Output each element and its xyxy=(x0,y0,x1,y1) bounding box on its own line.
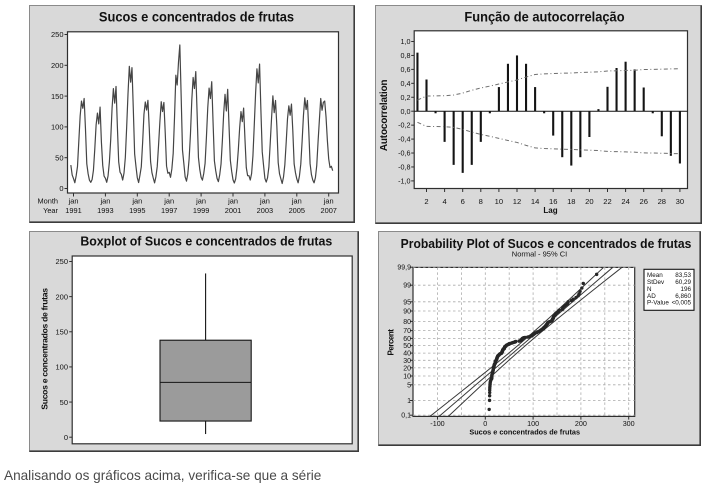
svg-text:Sucos e concentrados de frutas: Sucos e concentrados de frutas xyxy=(40,288,50,410)
svg-text:50: 50 xyxy=(55,153,63,162)
svg-text:0,8: 0,8 xyxy=(400,51,410,60)
svg-text:20: 20 xyxy=(585,197,593,206)
svg-text:Função de autocorrelação: Função de autocorrelação xyxy=(464,9,624,24)
svg-text:AD: AD xyxy=(647,293,656,300)
svg-text:0,4: 0,4 xyxy=(400,79,410,88)
svg-text:-100: -100 xyxy=(430,419,444,428)
svg-text:150: 150 xyxy=(51,92,64,101)
svg-text:250: 250 xyxy=(55,257,68,266)
svg-text:-0,6: -0,6 xyxy=(398,149,410,158)
svg-text:0,0: 0,0 xyxy=(400,107,410,116)
svg-text:1993: 1993 xyxy=(97,206,113,215)
svg-text:100: 100 xyxy=(527,419,539,428)
svg-text:Sucos e concentrados de frutas: Sucos e concentrados de frutas xyxy=(99,9,294,24)
svg-text:50: 50 xyxy=(403,343,411,350)
svg-text:200: 200 xyxy=(51,61,64,70)
svg-text:Mean: Mean xyxy=(647,272,663,279)
svg-text:2005: 2005 xyxy=(289,206,305,215)
svg-text:1991: 1991 xyxy=(65,206,81,215)
svg-text:0: 0 xyxy=(59,184,63,193)
svg-text:2001: 2001 xyxy=(225,206,241,215)
svg-text:200: 200 xyxy=(55,292,68,301)
svg-text:60,29: 60,29 xyxy=(675,279,691,286)
svg-text:jan: jan xyxy=(227,197,238,206)
svg-text:99: 99 xyxy=(403,283,411,290)
svg-text:200: 200 xyxy=(574,419,586,428)
svg-text:Sucos e concentrados de frutas: Sucos e concentrados de frutas xyxy=(469,427,580,436)
svg-text:N: N xyxy=(647,286,652,293)
svg-text:4: 4 xyxy=(442,197,446,206)
svg-text:jan: jan xyxy=(99,197,110,206)
svg-text:jan: jan xyxy=(323,197,334,206)
svg-text:0,1: 0,1 xyxy=(401,413,411,420)
svg-text:16: 16 xyxy=(548,197,556,206)
svg-text:Boxplot of Sucos e concentrado: Boxplot of Sucos e concentrados de fruta… xyxy=(80,233,332,249)
svg-text:Autocorrelation: Autocorrelation xyxy=(378,80,389,152)
svg-text:0: 0 xyxy=(483,419,487,428)
svg-text:24: 24 xyxy=(621,197,629,206)
svg-text:Lag: Lag xyxy=(543,206,557,215)
svg-text:60: 60 xyxy=(403,336,411,343)
svg-text:196: 196 xyxy=(680,286,691,293)
svg-text:26: 26 xyxy=(639,197,647,206)
svg-text:P-Value: P-Value xyxy=(647,300,669,307)
svg-text:Year: Year xyxy=(43,206,58,215)
svg-text:-0,4: -0,4 xyxy=(398,135,410,144)
svg-text:10: 10 xyxy=(403,374,411,381)
svg-text:<0,005: <0,005 xyxy=(671,300,691,307)
svg-text:40: 40 xyxy=(403,351,411,358)
svg-text:jan: jan xyxy=(259,197,270,206)
svg-text:30: 30 xyxy=(403,358,411,365)
svg-text:250: 250 xyxy=(51,30,64,39)
svg-text:20: 20 xyxy=(403,365,411,372)
svg-text:jan: jan xyxy=(163,197,174,206)
svg-text:jan: jan xyxy=(195,197,206,206)
svg-text:2: 2 xyxy=(424,197,428,206)
svg-text:1999: 1999 xyxy=(193,206,209,215)
svg-text:Normal - 95% CI: Normal - 95% CI xyxy=(511,250,566,259)
svg-text:jan: jan xyxy=(131,197,142,206)
svg-text:83,53: 83,53 xyxy=(675,272,691,279)
svg-text:2007: 2007 xyxy=(320,206,336,215)
svg-text:jan: jan xyxy=(68,197,79,206)
svg-text:1995: 1995 xyxy=(129,206,145,215)
svg-text:jan: jan xyxy=(291,197,302,206)
svg-text:-1,0: -1,0 xyxy=(398,177,410,186)
svg-text:150: 150 xyxy=(55,327,68,336)
svg-text:90: 90 xyxy=(403,309,411,316)
svg-text:18: 18 xyxy=(567,197,575,206)
svg-text:70: 70 xyxy=(403,328,411,335)
svg-text:2003: 2003 xyxy=(257,206,273,215)
svg-text:22: 22 xyxy=(603,197,611,206)
svg-text:8: 8 xyxy=(478,197,482,206)
svg-text:100: 100 xyxy=(51,123,64,132)
svg-text:28: 28 xyxy=(657,197,665,206)
svg-text:80: 80 xyxy=(403,319,411,326)
svg-text:Percent: Percent xyxy=(386,329,395,356)
svg-text:99,9: 99,9 xyxy=(397,265,411,272)
svg-text:-0,8: -0,8 xyxy=(398,163,410,172)
svg-text:1997: 1997 xyxy=(161,206,177,215)
svg-text:10: 10 xyxy=(494,197,502,206)
svg-text:0: 0 xyxy=(64,433,68,442)
svg-text:0,6: 0,6 xyxy=(400,65,410,74)
svg-text:95: 95 xyxy=(403,299,411,306)
svg-text:100: 100 xyxy=(55,363,68,372)
svg-text:300: 300 xyxy=(622,419,634,428)
svg-text:StDev: StDev xyxy=(647,279,665,286)
svg-text:1: 1 xyxy=(407,398,411,405)
svg-text:5: 5 xyxy=(407,382,411,389)
svg-text:Probability Plot of Sucos e co: Probability Plot of Sucos e concentrados… xyxy=(400,237,691,251)
svg-text:6: 6 xyxy=(460,197,464,206)
svg-text:6,860: 6,860 xyxy=(675,293,691,300)
svg-text:30: 30 xyxy=(675,197,683,206)
svg-text:0,2: 0,2 xyxy=(400,93,410,102)
svg-text:Month: Month xyxy=(37,197,58,206)
svg-text:-0,2: -0,2 xyxy=(398,121,410,130)
svg-text:50: 50 xyxy=(60,398,68,407)
svg-text:14: 14 xyxy=(530,197,538,206)
svg-text:1,0: 1,0 xyxy=(400,37,410,46)
svg-text:12: 12 xyxy=(512,197,520,206)
